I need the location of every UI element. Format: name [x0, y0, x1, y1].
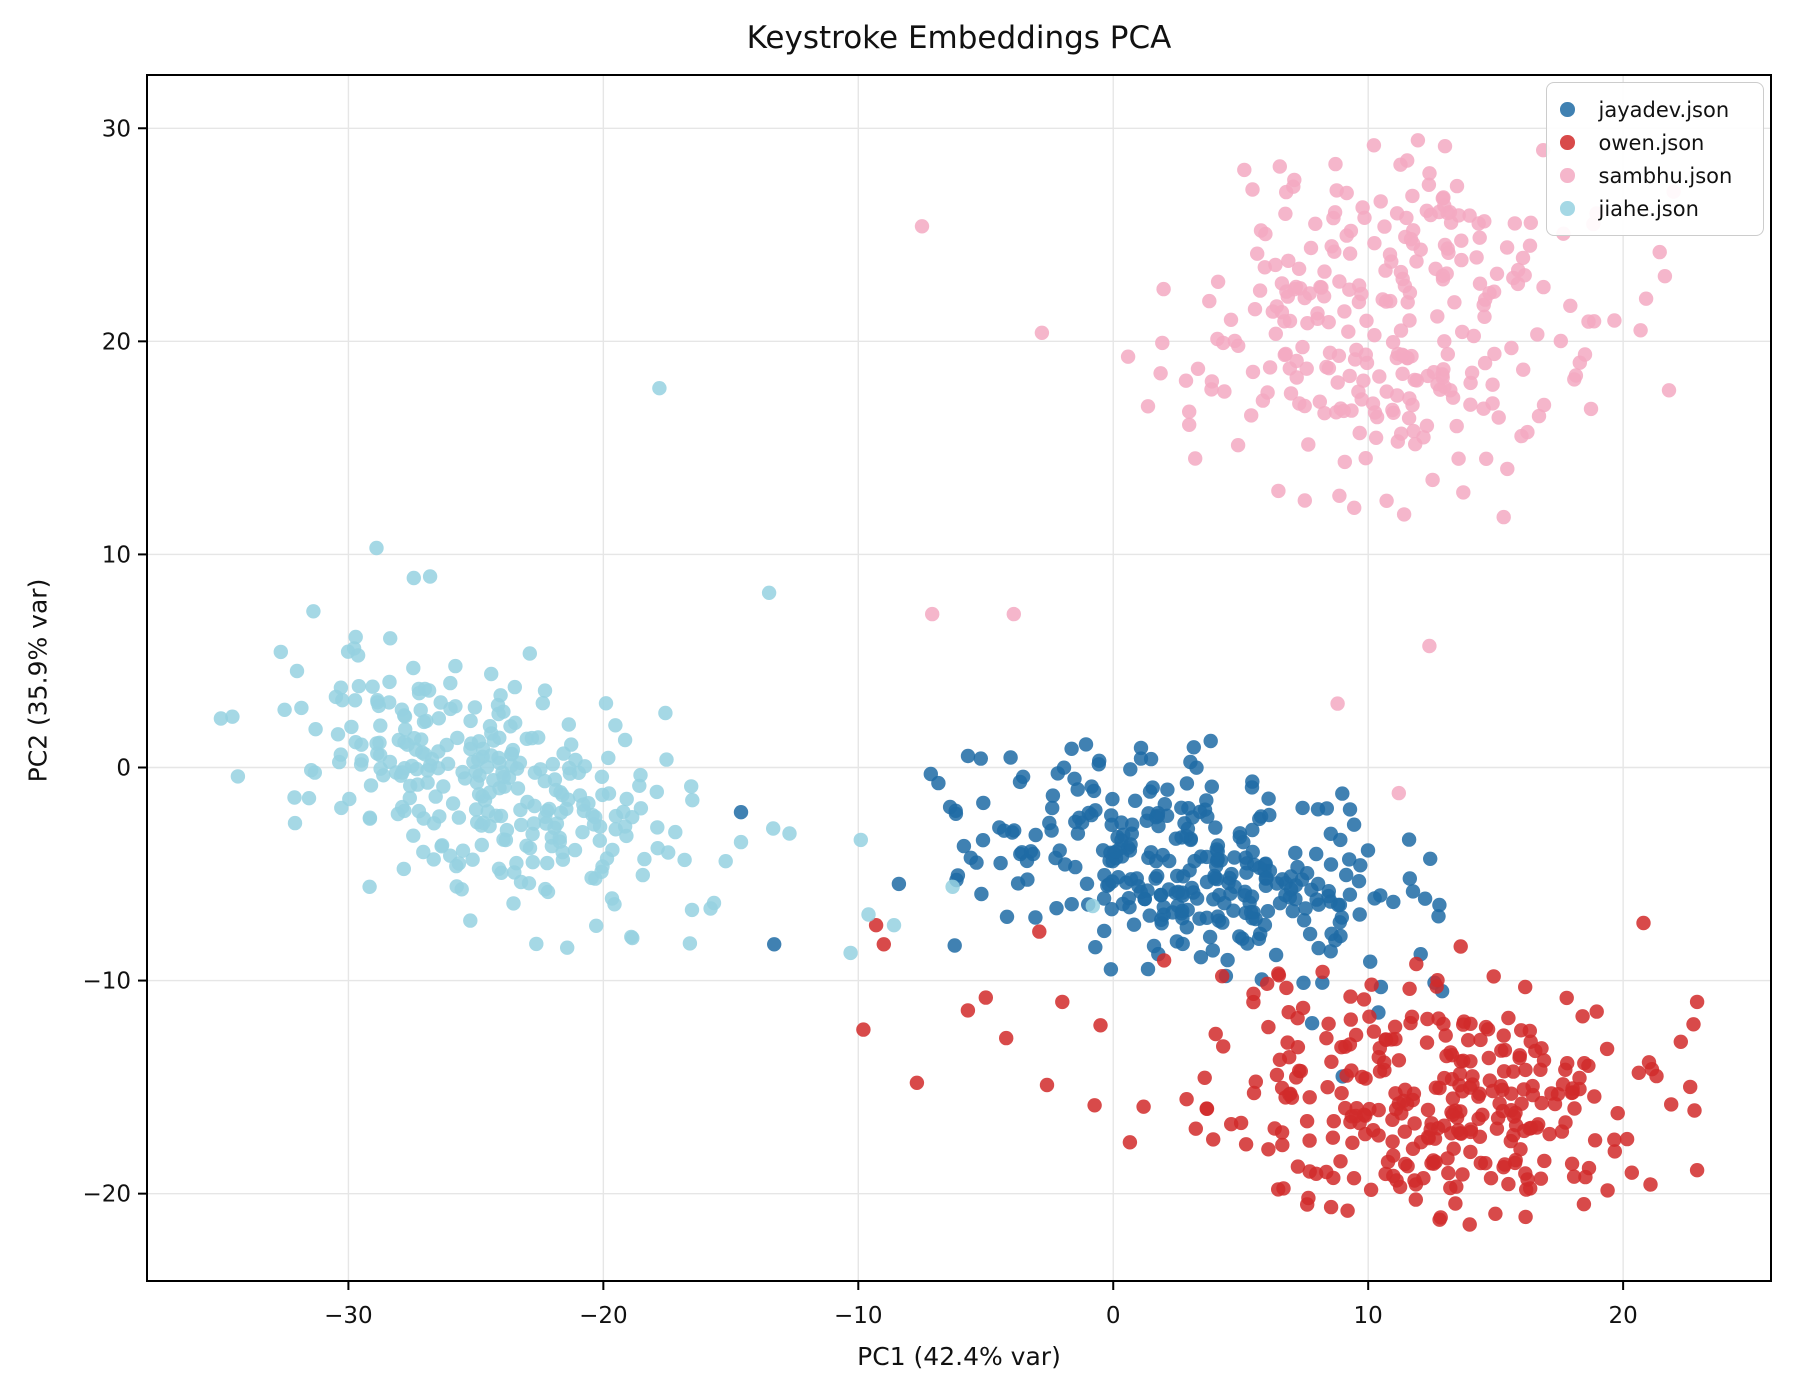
legend-label: owen.json — [1598, 130, 1705, 155]
svg-text:−10: −10 — [82, 969, 131, 995]
legend-item-owen: owen.json — [1547, 126, 1763, 159]
legend-item-jiahe: jiahe.json — [1547, 192, 1763, 225]
legend-item-sambhu: sambhu.json — [1547, 159, 1763, 192]
svg-text:−30: −30 — [324, 1303, 373, 1329]
chart-title: Keystroke Embeddings PCA — [746, 20, 1172, 56]
legend-label: sambhu.json — [1598, 163, 1733, 188]
y-axis-label: PC2 (35.9% var) — [23, 578, 53, 783]
legend-dot-icon — [1560, 201, 1575, 216]
svg-text:20: 20 — [102, 329, 131, 355]
legend: jayadev.json owen.json sambhu.json jiahe… — [1546, 82, 1764, 236]
svg-text:0: 0 — [116, 755, 131, 781]
legend-item-jayadev: jayadev.json — [1547, 93, 1763, 126]
svg-text:10: 10 — [1354, 1303, 1383, 1329]
svg-text:30: 30 — [102, 116, 131, 142]
svg-text:−20: −20 — [579, 1303, 628, 1329]
svg-text:−20: −20 — [82, 1182, 131, 1208]
legend-label: jayadev.json — [1598, 97, 1730, 122]
legend-dot-icon — [1560, 135, 1575, 150]
legend-dot-icon — [1560, 168, 1575, 183]
legend-label: jiahe.json — [1598, 196, 1699, 221]
svg-text:20: 20 — [1608, 1303, 1637, 1329]
svg-text:0: 0 — [1106, 1303, 1121, 1329]
legend-dot-icon — [1560, 102, 1575, 117]
svg-text:10: 10 — [102, 542, 131, 568]
x-axis-label: PC1 (42.4% var) — [857, 1342, 1061, 1371]
svg-text:−10: −10 — [834, 1303, 883, 1329]
